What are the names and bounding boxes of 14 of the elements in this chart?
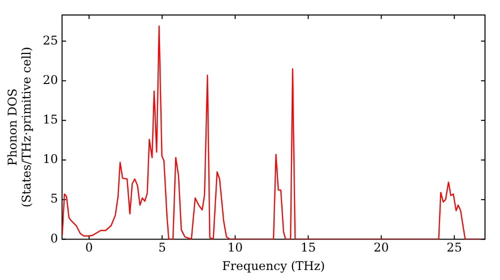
- x-tick-label: 20: [374, 240, 389, 255]
- x-axis-title: Frequency (THz): [222, 258, 325, 273]
- x-tick-label: 10: [228, 240, 243, 255]
- y-tick-label: 15: [42, 112, 58, 126]
- y-tick-label: 5: [50, 192, 58, 206]
- x-tick-label: 5: [158, 240, 166, 255]
- y-tick-label: 20: [42, 72, 58, 87]
- y-axis-title: Phonon DOS (States/THz·primitive cell): [5, 46, 34, 208]
- y-tick-label: 10: [42, 152, 58, 166]
- x-tick-label: 0: [85, 240, 93, 255]
- y-tick-label: 0: [50, 231, 58, 246]
- x-tick-label: 15: [300, 240, 316, 255]
- y-tick-label: 25: [42, 33, 58, 48]
- x-tick-label: 25: [446, 240, 462, 255]
